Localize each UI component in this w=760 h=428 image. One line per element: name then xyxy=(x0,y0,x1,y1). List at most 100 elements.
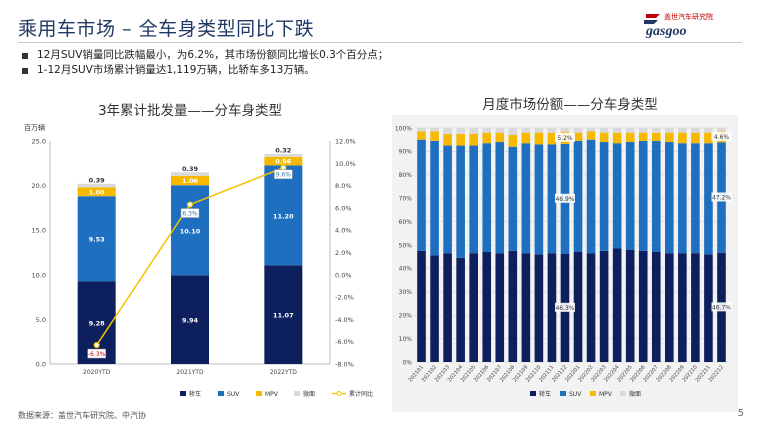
bar-segment xyxy=(704,254,713,362)
bar-segment xyxy=(573,128,583,133)
bar-segment xyxy=(534,132,544,145)
y2-tick-label: -8.0% xyxy=(335,361,354,369)
annotation-label: 47.2% xyxy=(712,194,731,201)
chart2-title: 月度市场份额——分车身类型 xyxy=(482,97,658,113)
header-divider xyxy=(18,42,742,43)
bullet-item: 1-12月SUV市场累计销量达1,119万辆，比轿车多13万辆。 xyxy=(22,63,388,78)
bar-segment xyxy=(469,128,478,134)
bar-data-label: 11.20 xyxy=(273,212,294,220)
bar-data-label: 1.06 xyxy=(182,177,199,185)
bar-segment xyxy=(704,128,713,133)
bar-segment xyxy=(651,128,661,133)
chart1-title: 3年累计批发量——分车身类型 xyxy=(97,103,283,119)
bar-segment xyxy=(521,132,531,144)
bar-data-label: 11.07 xyxy=(273,312,294,320)
bar-segment xyxy=(665,132,674,143)
bar-data-label: 0.96 xyxy=(275,158,292,166)
legend-label: 微面 xyxy=(303,390,315,398)
legend-label: 轿车 xyxy=(539,390,551,398)
y2-tick-label: 6.0% xyxy=(335,204,352,212)
y-tick-label: 10.0 xyxy=(32,271,46,279)
growth-label-box xyxy=(180,208,200,218)
bar-segment xyxy=(691,143,700,254)
bar-segment xyxy=(651,252,661,362)
bar-segment xyxy=(482,132,492,144)
bar-data-label: 9.94 xyxy=(182,317,199,325)
bar-segment xyxy=(508,250,518,362)
annotation-label: 4.6% xyxy=(714,134,730,141)
legend-label: 微面 xyxy=(629,390,641,398)
bar-segment xyxy=(417,128,426,132)
bar-segment xyxy=(586,128,596,132)
bullet-text: 1-12月SUV市场累计销量达1,119万辆，比轿车多13万辆。 xyxy=(37,64,315,76)
data-source: 数据来源：盖世汽车研究院、中汽协 xyxy=(18,411,146,420)
bar-segment xyxy=(612,248,622,362)
y2-tick-label: 2.0% xyxy=(335,249,352,257)
growth-label-box xyxy=(87,348,106,359)
bar-data-label: 0.39 xyxy=(182,165,199,173)
growth-label-box xyxy=(274,169,293,180)
bar-segment xyxy=(691,128,700,133)
bar-segment xyxy=(691,253,700,362)
bar-segment xyxy=(77,183,116,188)
bar-segment xyxy=(678,132,687,144)
x-tick-label: 2022YTD xyxy=(270,369,298,376)
legend-line-marker xyxy=(336,391,342,396)
bar-segment xyxy=(495,132,505,143)
y-tick-label: 40% xyxy=(399,266,413,273)
bar-segment xyxy=(521,253,531,362)
bar-segment xyxy=(443,133,452,146)
bar-segment xyxy=(482,128,492,133)
page-number: 5 xyxy=(737,408,744,419)
bar-segment xyxy=(678,253,687,362)
bar-segment xyxy=(469,133,478,146)
bar-segment xyxy=(77,196,116,282)
logo-mark-icon xyxy=(644,14,660,24)
bar-segment xyxy=(443,253,452,362)
y2-tick-label: 12.0% xyxy=(335,138,356,146)
legend-swatch xyxy=(180,391,186,396)
annotation-label: 46.7% xyxy=(712,304,731,311)
bar-segment xyxy=(430,140,439,256)
bar-segment xyxy=(417,139,426,251)
legend-swatch xyxy=(560,391,566,396)
growth-data-label: -6.3% xyxy=(88,351,106,358)
bar-data-label: 0.32 xyxy=(275,146,291,154)
annotation-box xyxy=(554,132,575,142)
summary-bullets: 12月SUV销量同比跌幅最小，为6.2%，其市场份额同比增长0.3个百分点； 1… xyxy=(22,48,388,78)
bar-segment xyxy=(599,250,609,362)
y-tick-label: 80% xyxy=(399,172,413,179)
bar-segment xyxy=(665,128,674,133)
bar-segment xyxy=(534,144,544,255)
bar-segment xyxy=(573,252,583,362)
gasgoo-logo: 盖世汽车研究院 gasgoo xyxy=(644,12,713,39)
y-tick-label: 90% xyxy=(399,149,413,156)
bar-segment xyxy=(717,128,726,132)
bar-segment xyxy=(547,128,557,133)
legend-swatch xyxy=(218,391,224,396)
bar-segment xyxy=(469,253,478,362)
bar-segment xyxy=(560,128,570,132)
bar-segment xyxy=(443,128,452,134)
bar-segment xyxy=(547,144,557,254)
legend-label: MPV xyxy=(265,391,279,398)
annotation-box xyxy=(554,193,575,203)
bar-segment xyxy=(508,135,518,147)
bar-segment xyxy=(264,165,303,266)
bar-segment xyxy=(482,252,492,362)
annotation-label: 46.3% xyxy=(555,305,574,312)
y2-tick-label: -4.0% xyxy=(335,316,354,324)
bar-segment xyxy=(508,128,518,136)
y-tick-label: 0% xyxy=(402,359,412,366)
bullet-square-icon xyxy=(22,52,28,59)
legend-swatch xyxy=(620,391,626,396)
bar-data-label: 9.28 xyxy=(89,320,106,328)
bar-segment xyxy=(573,132,583,141)
bar-segment xyxy=(482,143,492,253)
bar-segment xyxy=(625,128,635,133)
bar-segment xyxy=(638,128,648,133)
bar-segment xyxy=(612,128,622,133)
bullet-square-icon xyxy=(22,67,28,74)
bar-segment xyxy=(495,142,505,254)
